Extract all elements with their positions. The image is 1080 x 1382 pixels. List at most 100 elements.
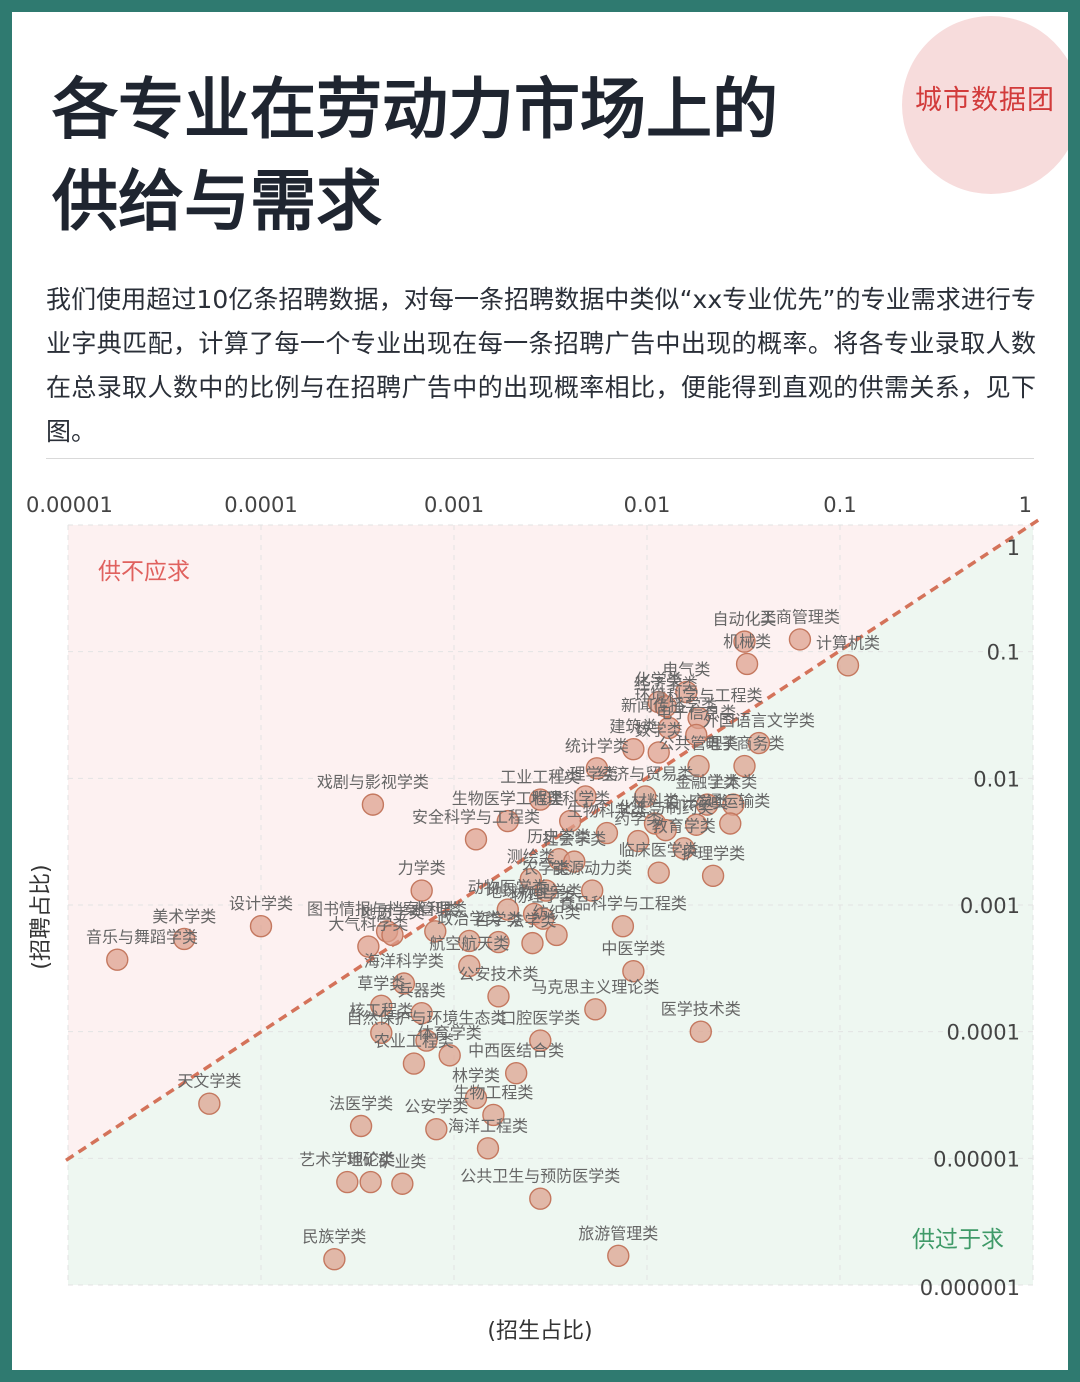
point-label: 草学类 (357, 974, 405, 993)
point-label: 物理学类 (511, 887, 575, 906)
point-label: 工业工程类 (500, 768, 580, 787)
point-label: 食品科学与工程类 (559, 894, 687, 913)
data-point (532, 907, 555, 930)
point-label: 政治学类 (437, 909, 501, 928)
data-point (529, 1029, 552, 1052)
data-point (402, 1052, 426, 1075)
y-tick-label: 0.00001 (933, 1147, 1020, 1171)
y-tick-label: 0.0001 (947, 1021, 1020, 1045)
y-tick-label: 0.001 (960, 894, 1020, 918)
point-label: 林学类 (452, 1066, 500, 1085)
point-label: 艺术学理论类 (299, 1150, 395, 1169)
point-label: 建筑类 (609, 717, 657, 736)
point-label: 海洋科学类 (364, 952, 444, 971)
data-point (370, 994, 393, 1018)
point-label: 自动化类 (712, 610, 776, 629)
point-label: 戏剧与影视学类 (317, 773, 429, 792)
data-point (622, 960, 645, 983)
data-point (595, 821, 619, 845)
data-points (106, 628, 860, 1271)
title-line-2: 供给与需求 (52, 163, 382, 240)
point-label: 生物科学类 (567, 801, 647, 820)
point-label: 环境科学与工程类 (635, 686, 763, 705)
data-point (529, 1187, 552, 1210)
brand-logo-icon (902, 16, 1068, 194)
point-label: 地质学类 (360, 903, 424, 922)
data-point (836, 654, 860, 677)
point-label: 核工程类 (349, 1001, 413, 1020)
data-point (504, 1062, 528, 1085)
point-label: 计算机类 (816, 633, 880, 652)
point-label: 经济与贸易类 (597, 764, 693, 783)
point-label: 矿业类 (378, 1152, 426, 1171)
point-label: 设计学类 (664, 793, 728, 812)
point-label: 电子信息类 (656, 703, 736, 722)
point-label: 机械类 (723, 632, 771, 651)
point-label: 航空航天类 (429, 934, 509, 953)
data-point (496, 809, 519, 833)
data-point (482, 1103, 505, 1127)
data-point (733, 630, 756, 653)
point-label: 兵器类 (398, 981, 446, 1000)
point-label: 经济学类 (634, 674, 698, 693)
y-tick-label: 1 (1007, 536, 1020, 560)
y-tick-labels: 1 0.1 0.01 0.001 0.0001 0.00001 0.000001 (920, 536, 1020, 1300)
data-point (647, 741, 670, 764)
point-label: 电气类 (662, 660, 710, 679)
point-label: 天文学类 (177, 1072, 241, 1091)
data-point (336, 1170, 359, 1194)
data-point (611, 915, 635, 938)
point-label: 安全科学与工程类 (412, 807, 540, 826)
point-label: 公共管理类 (659, 734, 739, 753)
point-label: 法医学类 (329, 1094, 393, 1113)
data-point (496, 898, 519, 921)
data-point (106, 948, 129, 971)
x-tick-labels: 0.00001 0.0001 0.001 0.01 0.1 1 (26, 493, 1032, 517)
data-point (370, 1021, 393, 1044)
data-point (675, 680, 698, 704)
data-point (458, 954, 481, 978)
data-point (607, 1244, 630, 1268)
point-label: 农学类 (522, 859, 570, 878)
point-label: 交通运输类 (690, 791, 770, 810)
point-label: 社会学类 (542, 830, 606, 849)
data-point (719, 812, 742, 835)
data-point (585, 757, 609, 780)
data-point (788, 628, 812, 651)
divider (46, 458, 1034, 459)
data-point (410, 879, 433, 902)
point-label: 地理科学类 (530, 789, 610, 808)
description: 我们使用超过10亿条招聘数据，对每一条招聘数据中类似“xx专业优先”的专业需求进… (46, 285, 1036, 446)
point-label: 纺织类 (533, 903, 581, 922)
point-label: 旅游管理类 (578, 1224, 658, 1243)
data-point (701, 864, 725, 888)
data-point (359, 1170, 382, 1194)
x-tick-label: 1 (1019, 493, 1032, 517)
data-point (695, 793, 719, 816)
point-label: 哲学类 (474, 910, 522, 929)
data-point (521, 931, 544, 955)
point-label: 公安学类 (404, 1097, 468, 1116)
data-point (689, 1020, 712, 1043)
point-label: 马克思主义理论类 (531, 977, 659, 996)
data-point (634, 785, 657, 808)
data-point (685, 723, 708, 747)
data-point (584, 998, 607, 1021)
grid (67, 524, 1034, 1286)
point-label: 统计学类 (565, 736, 629, 755)
point-label: 公安技术类 (458, 964, 538, 983)
point-label: 金融学类 (675, 773, 739, 792)
data-point (685, 813, 708, 836)
data-point (574, 785, 597, 808)
point-label: 历史学类 (527, 827, 591, 846)
data-point (529, 788, 552, 811)
point-label: 材料类 (631, 791, 679, 810)
data-point (487, 985, 510, 1008)
point-label: 教育学类 (652, 816, 716, 835)
point-label: 图书情报与档案管理类 (307, 899, 467, 918)
data-point (249, 915, 273, 938)
point-label: 临床医学类 (619, 841, 699, 860)
data-point (361, 793, 385, 816)
data-point (622, 737, 645, 761)
